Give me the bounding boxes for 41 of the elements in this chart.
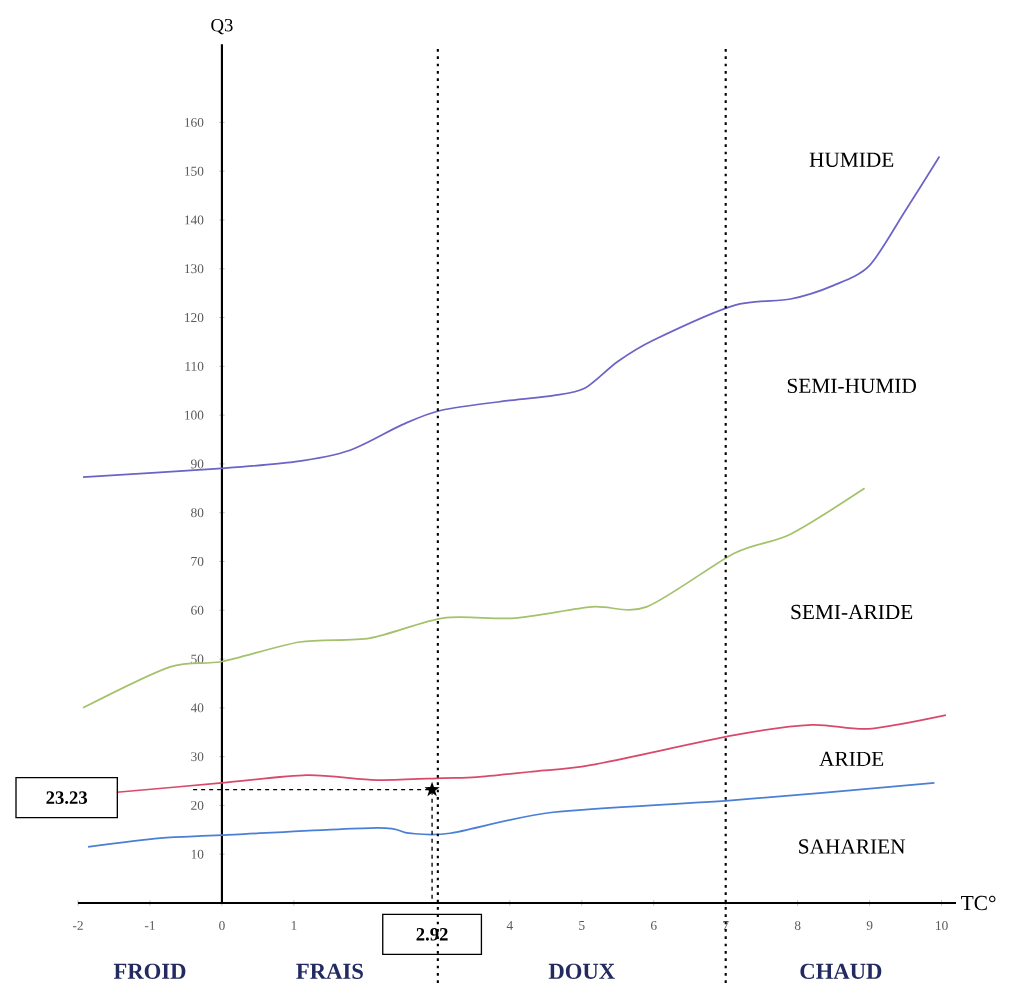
y-tick-label: 30 [191,752,204,762]
x-axis-title: TC° [961,895,996,911]
x-tick-label: -2 [72,921,83,930]
text: DOUX [548,963,615,979]
x-tick-label: 10 [936,921,948,931]
y-tick-label: 120 [185,313,204,323]
x-tick-label: -1 [144,921,155,930]
y-axis-title: Q3 [211,18,233,35]
annotation: SAHARIEN [799,839,906,854]
y-tick-label: 140 [185,215,204,225]
x-tick-label: 6 [650,921,657,930]
x-tick-label: 8 [794,921,801,931]
y-tick-label: 90 [191,459,204,469]
annotation: SEMI-HUMID [787,378,916,393]
line-series [115,714,947,794]
text: FROID [113,963,186,979]
y-tick-label: 130 [185,264,204,274]
x-tick-label: 7 [723,921,729,930]
y-tick-label: 50 [191,654,204,664]
x-tick-label: 9 [866,921,873,930]
y-tick-label: 70 [191,556,204,566]
y-tick-label: 150 [185,166,204,176]
x-tick-label: 5 [579,921,585,930]
y-tick-label: 60 [191,605,204,615]
annotation: ARIDE [819,751,884,766]
annotation: HUMIDE [809,152,894,167]
y-tick-label: 80 [191,508,204,518]
x-tick-label: 1 [291,921,297,930]
text: 2.92 [416,928,448,941]
y-tick-label: 160 [185,117,204,127]
x-tick-label: 4 [506,921,513,930]
y-tick-label: 110 [185,361,204,371]
annotation: SEMI-ARIDE [791,604,913,620]
y-tick-label: 100 [185,410,204,420]
y-tick-label: 20 [191,800,204,810]
x-tick-label: 0 [219,921,225,931]
y-tick-label: 10 [191,849,204,859]
annotation: 23.23 [46,791,88,804]
text: CHAUD [800,963,882,979]
y-tick-label: 40 [190,703,204,713]
text: FRAIS [296,963,363,979]
